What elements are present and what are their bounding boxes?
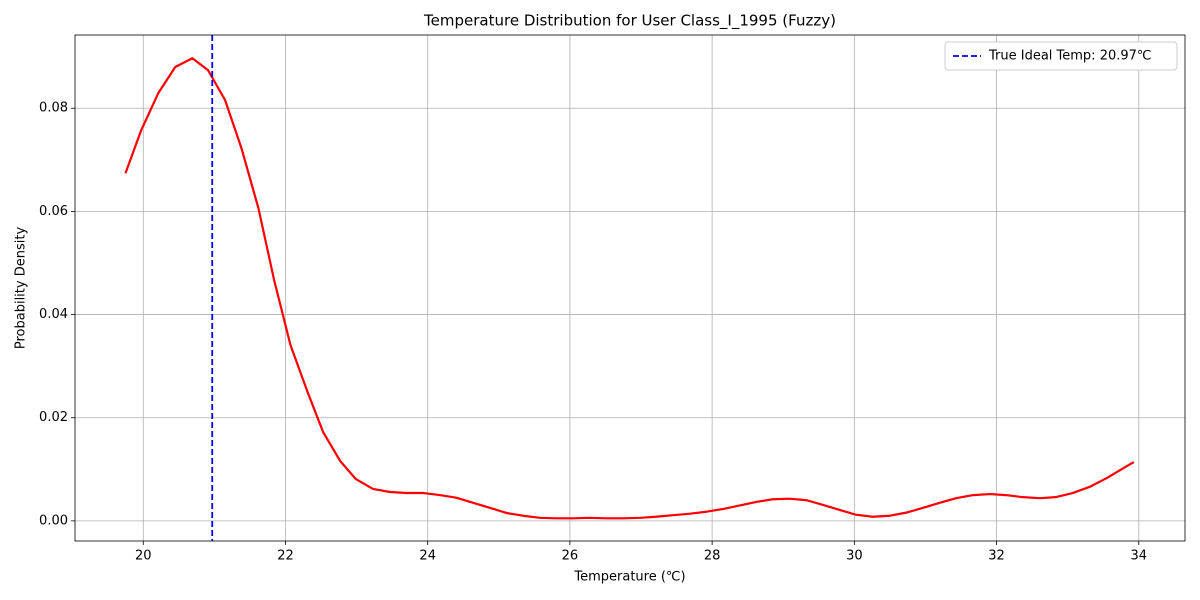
plot-frame — [74, 34, 1186, 542]
x-tick-label: 22 — [277, 549, 294, 564]
x-tick-label: 34 — [1131, 549, 1148, 564]
y-tick-label: 0.06 — [39, 204, 68, 219]
x-tick-label: 28 — [704, 549, 721, 564]
chart-title: Temperature Distribution for User Class_… — [423, 12, 836, 31]
x-axis-label: Temperature (℃) — [573, 570, 685, 585]
legend-box — [944, 41, 1178, 71]
x-tick-label: 26 — [562, 549, 579, 564]
legend-label: True Ideal Temp: 20.97℃ — [988, 49, 1152, 64]
y-tick-label: 0.00 — [39, 513, 68, 528]
y-tick-label: 0.04 — [39, 307, 68, 322]
x-tick-label: 30 — [846, 549, 863, 564]
y-tick-label: 0.02 — [39, 410, 68, 425]
y-axis-label: Probability Density — [14, 227, 29, 350]
x-tick-label: 24 — [419, 549, 436, 564]
x-tick-label: 32 — [988, 549, 1005, 564]
data-line — [124, 57, 1135, 520]
y-tick-label: 0.08 — [39, 101, 68, 116]
x-tick-label: 20 — [135, 549, 152, 564]
